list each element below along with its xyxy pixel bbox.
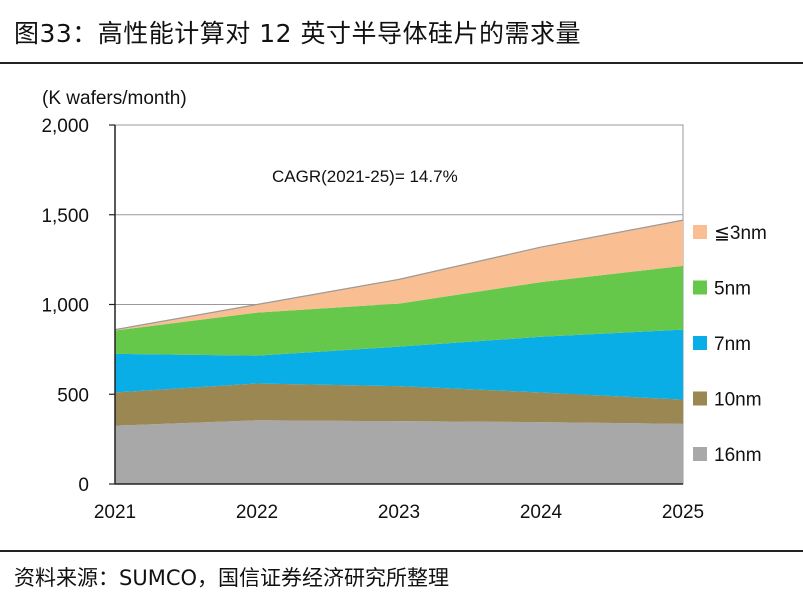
legend-swatch-7nm: [693, 336, 707, 350]
legend-label-7nm: 7nm: [714, 334, 751, 355]
x-tick-label: 2025: [662, 502, 704, 523]
x-tick-label: 2023: [378, 502, 420, 523]
y-tick-label: 2,000: [41, 116, 89, 137]
x-tick-label: 2022: [236, 502, 278, 523]
area-7nm: [115, 329, 683, 400]
y-tick-label: 1,000: [41, 296, 89, 317]
legend-swatch-16nm: [693, 447, 707, 461]
legend-label-5nm: 5nm: [714, 279, 751, 300]
source-note: 资料来源：SUMCO，国信证券经济研究所整理: [14, 566, 450, 590]
total-outline: [114, 219, 684, 331]
x-tick-label: 2024: [520, 502, 563, 523]
stacked-area-chart: (K wafers/month) CAGR(2021-25)= 14.7% 0 5…: [41, 88, 767, 523]
legend-label-le3nm: ≦3nm: [714, 223, 767, 244]
legend-label-10nm: 10nm: [714, 390, 762, 411]
y-tick-label: 500: [57, 385, 89, 406]
area-16nm: [115, 420, 683, 484]
x-tick-label: 2021: [94, 502, 136, 523]
cagr-annotation: CAGR(2021-25)= 14.7%: [272, 167, 458, 186]
y-tick-label: 1,500: [41, 206, 89, 227]
area-5nm: [115, 265, 683, 356]
legend-label-16nm: 16nm: [714, 445, 762, 466]
area-le3nm: [115, 220, 683, 331]
legend-swatch-le3nm: [693, 225, 707, 239]
figure-title: 图33：高性能计算对 12 英寸半导体硅片的需求量: [14, 19, 582, 48]
y-tick-label: 0: [78, 475, 89, 496]
title-divider: [0, 62, 803, 64]
source-divider: [0, 550, 803, 552]
y-axis-unit-label: (K wafers/month): [42, 88, 187, 109]
legend-swatch-5nm: [693, 280, 707, 295]
area-10nm: [115, 383, 683, 426]
legend-swatch-10nm: [693, 391, 707, 406]
